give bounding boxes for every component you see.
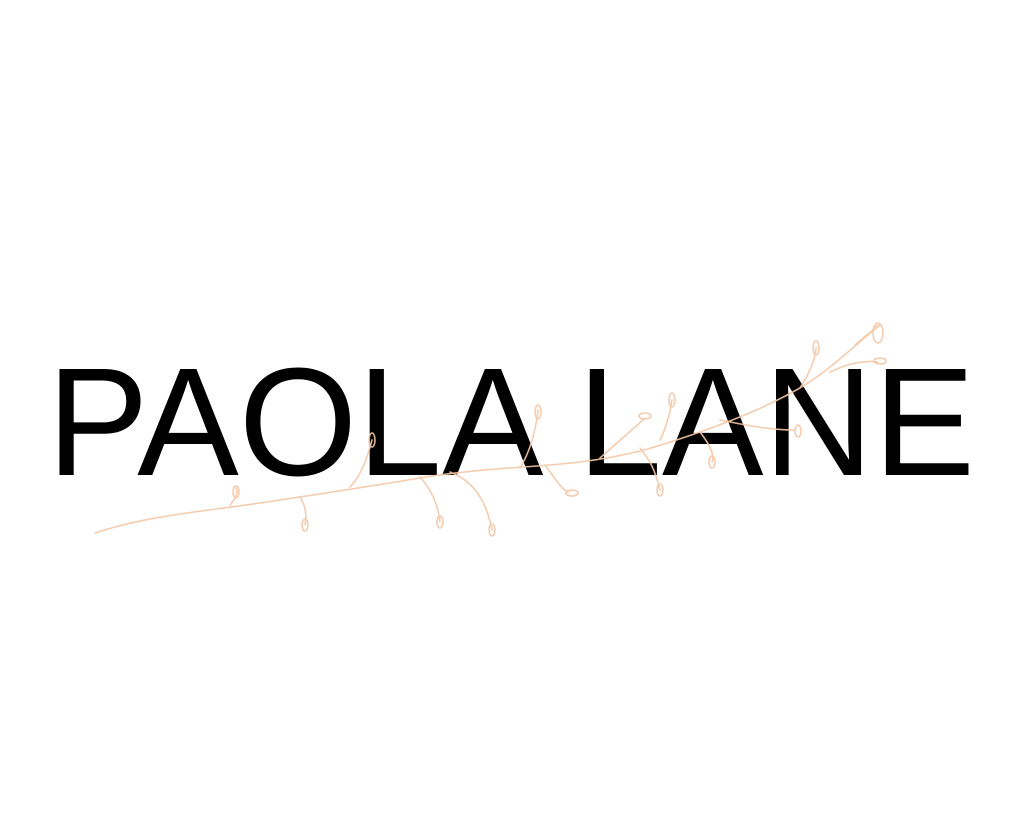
branch-buds (232, 322, 887, 537)
branch-illustration (94, 322, 887, 537)
logo-text: PAOLA LANE (47, 336, 975, 508)
